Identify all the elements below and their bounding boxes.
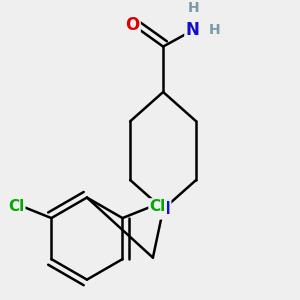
Text: H: H — [188, 2, 200, 16]
Text: N: N — [156, 200, 170, 218]
Text: N: N — [185, 22, 200, 40]
Text: O: O — [125, 16, 140, 34]
Text: Cl: Cl — [149, 200, 166, 214]
Text: Cl: Cl — [8, 200, 24, 214]
Text: H: H — [208, 23, 220, 38]
